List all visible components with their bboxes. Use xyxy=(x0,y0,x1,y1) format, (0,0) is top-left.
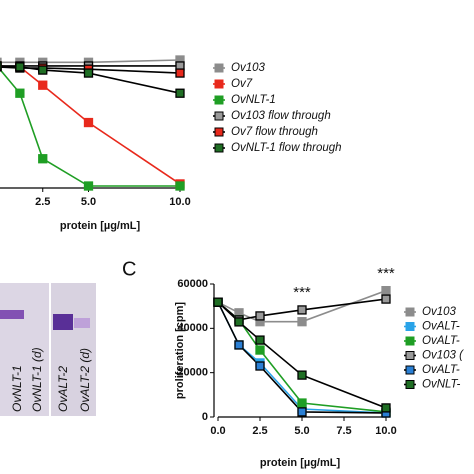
marker xyxy=(15,88,25,98)
legend-label: OvNLT-1 xyxy=(231,94,276,106)
marker xyxy=(381,285,391,296)
y-tick-label: 0 xyxy=(202,411,208,423)
marker xyxy=(255,335,265,345)
legend-marker xyxy=(214,127,224,137)
legend-marker xyxy=(405,380,415,389)
gel-band xyxy=(74,318,90,328)
marker xyxy=(297,407,307,417)
x-tick-label: 2.5 xyxy=(35,196,50,208)
marker xyxy=(255,361,265,371)
marker xyxy=(381,294,391,304)
marker xyxy=(175,88,185,98)
lane-label: OvALT-2 (d) xyxy=(78,348,92,412)
marker xyxy=(175,68,185,78)
marker xyxy=(83,117,94,128)
marker xyxy=(38,80,48,90)
legend-marker xyxy=(405,322,415,331)
legend-label: OvNLT-1 flow through xyxy=(231,142,342,154)
legend-marker xyxy=(405,336,415,346)
marker xyxy=(83,68,94,78)
marker xyxy=(83,181,94,191)
legend-label: Ov103 flow through xyxy=(231,110,331,122)
lane-label: OvNLT-1 xyxy=(10,365,24,412)
lane-label: OvNLT-1 (d) xyxy=(30,347,44,412)
legend-marker xyxy=(214,63,224,73)
marker xyxy=(381,403,391,413)
legend-label: OvNLT- xyxy=(422,379,461,391)
legend-label: Ov7 xyxy=(231,78,253,90)
marker xyxy=(213,297,223,307)
x-axis-label: protein [µg/mL] xyxy=(260,457,341,469)
annotation: *** xyxy=(293,284,311,301)
marker xyxy=(234,340,244,350)
legend-marker xyxy=(214,111,224,121)
legend-marker xyxy=(405,307,415,317)
marker xyxy=(15,62,25,72)
x-tick-label: 10.0 xyxy=(169,196,190,208)
x-tick-label: 2.5 xyxy=(252,425,267,437)
legend-label: OvALT- xyxy=(422,364,460,376)
x-tick-label: 5.0 xyxy=(294,425,309,437)
y-axis-label: proliferation [cpm] xyxy=(174,302,186,400)
legend-marker xyxy=(214,143,224,153)
legend-label: OvALT- xyxy=(422,321,460,333)
legend-marker xyxy=(405,365,415,375)
panel-label: C xyxy=(122,258,136,280)
marker xyxy=(234,317,244,327)
y-tick-label: 60000 xyxy=(177,278,208,290)
x-axis-label: protein [µg/mL] xyxy=(60,220,141,232)
gel-lane xyxy=(0,283,50,416)
legend-marker xyxy=(214,79,224,89)
marker xyxy=(297,305,307,315)
marker xyxy=(297,398,307,408)
x-tick-label: 7.5 xyxy=(336,425,351,437)
gel-lane xyxy=(50,283,96,416)
marker xyxy=(38,65,48,75)
x-tick-label: 0.0 xyxy=(210,425,225,437)
legend-marker xyxy=(405,351,415,360)
legend-label: Ov103 xyxy=(231,62,265,74)
marker xyxy=(175,181,185,191)
marker xyxy=(255,345,265,355)
lane-label: OvALT-2 xyxy=(56,366,70,412)
gel-band xyxy=(0,310,24,319)
legend-label: Ov7 flow through xyxy=(231,126,318,138)
legend-label: OvALT- xyxy=(422,335,460,347)
x-tick-label: 10.0 xyxy=(375,425,396,437)
legend-label: Ov103 ( xyxy=(422,350,464,362)
marker xyxy=(38,154,48,164)
marker xyxy=(0,61,2,71)
legend-label: Ov103 xyxy=(422,306,456,318)
y-tick-label: 40000 xyxy=(177,322,208,334)
y-tick-label: 20000 xyxy=(177,367,208,379)
gel-image xyxy=(0,283,96,416)
marker xyxy=(297,370,307,380)
annotation: *** xyxy=(377,265,395,282)
legend-marker xyxy=(214,95,224,105)
x-tick-label: 5.0 xyxy=(81,196,96,208)
marker xyxy=(255,311,265,321)
gel-band xyxy=(53,314,73,330)
marker xyxy=(297,317,307,327)
